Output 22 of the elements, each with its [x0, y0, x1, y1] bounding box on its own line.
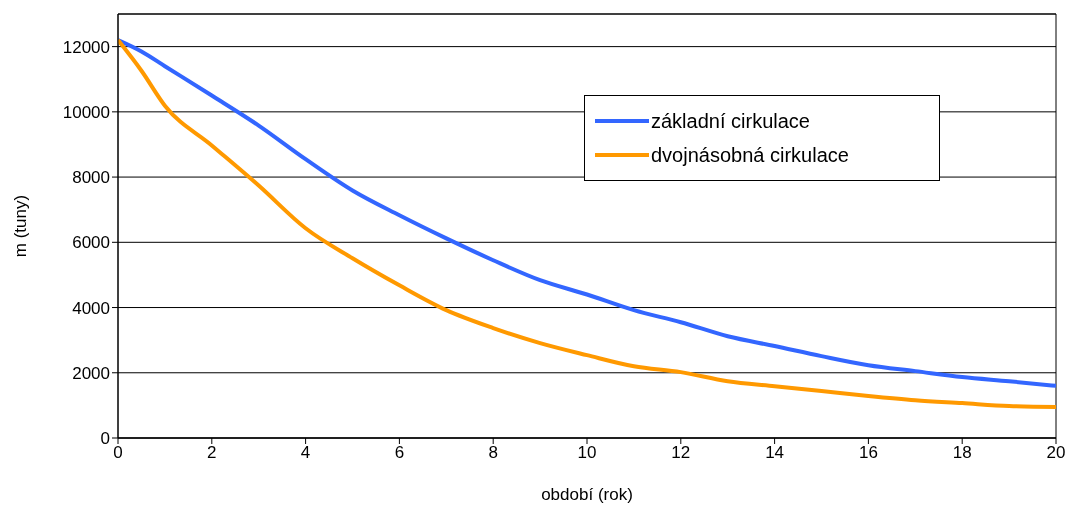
x-tick-label: 12	[671, 443, 691, 463]
legend-label: základní cirkulace	[651, 109, 810, 134]
y-tick-label: 0	[100, 429, 110, 449]
x-tick-label: 16	[858, 443, 878, 463]
x-tick-label: 0	[113, 443, 123, 463]
y-tick-label: 10000	[62, 102, 110, 122]
x-tick-label: 6	[394, 443, 405, 463]
y-tick-label: 2000	[72, 363, 110, 383]
y-tick-label: 4000	[72, 298, 110, 318]
legend-label: dvojnásobná cirkulace	[651, 143, 849, 168]
x-tick-label: 18	[952, 443, 972, 463]
y-tick-label: 6000	[72, 233, 110, 253]
x-tick-label: 10	[577, 443, 597, 463]
x-tick-label: 8	[488, 443, 498, 463]
x-axis-title: období (rok)	[541, 485, 633, 504]
y-tick-label: 8000	[72, 168, 110, 188]
x-tick-label: 4	[300, 443, 311, 463]
x-tick-label: 14	[765, 443, 785, 463]
y-axis-title: m (tuny)	[11, 194, 31, 258]
y-tick-label: 12000	[62, 37, 110, 57]
x-tick-label: 20	[1046, 443, 1066, 463]
x-tick-label: 2	[207, 443, 217, 463]
